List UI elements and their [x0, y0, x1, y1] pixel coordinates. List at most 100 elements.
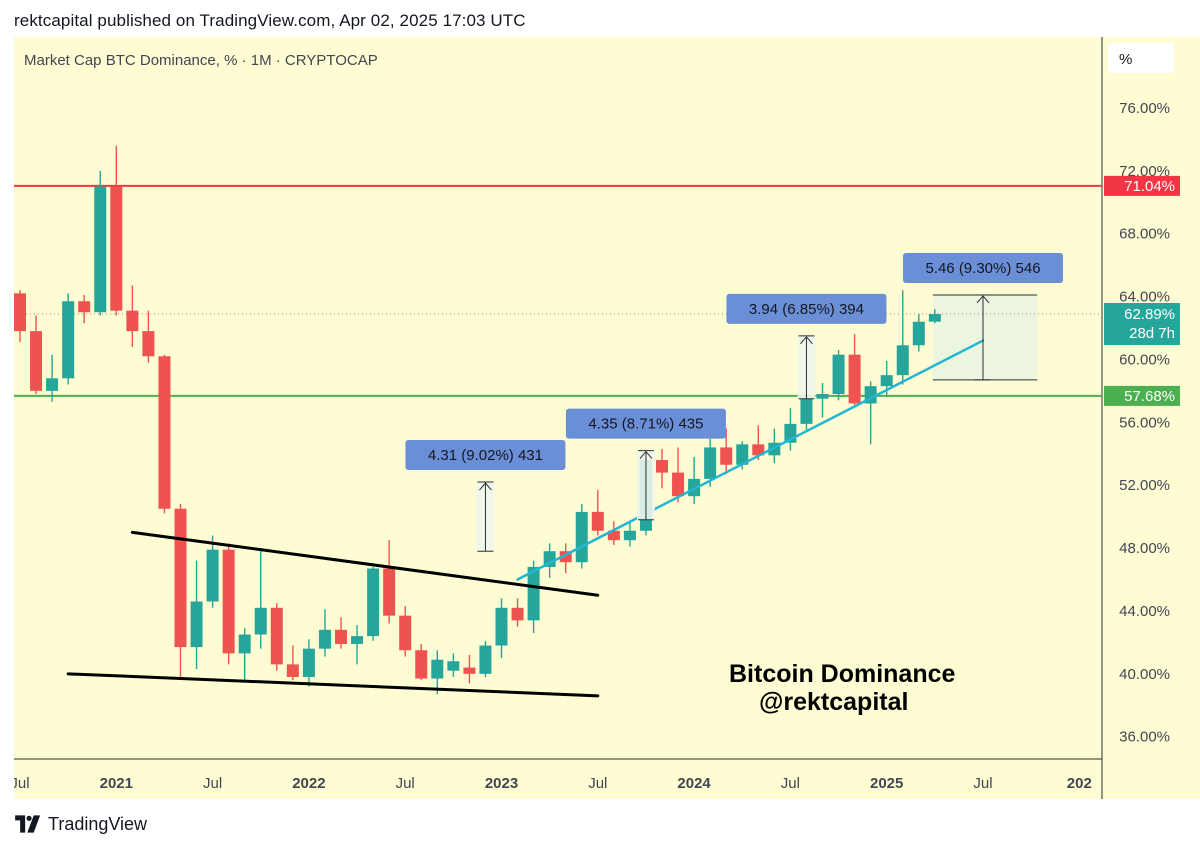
y-tick-label: 68.00% [1119, 226, 1170, 243]
x-tick-label: 2025 [870, 775, 903, 792]
tradingview-logo-icon [15, 815, 41, 833]
y-tick-label: 48.00% [1119, 540, 1170, 557]
candle-body [495, 607, 508, 646]
candle-body [591, 511, 604, 531]
x-tick-label: Jul [973, 775, 992, 792]
current-price-label-bg [1104, 302, 1180, 345]
measure-arrow-head [479, 482, 492, 491]
y-tick-label: 52.00% [1119, 477, 1170, 494]
chart-panel[interactable]: Market Cap BTC Dominance, % · 1M · CRYPT… [14, 37, 1200, 799]
candle-body [383, 568, 396, 616]
candle-body [800, 398, 813, 424]
candle-body [270, 607, 283, 665]
candle-body [318, 629, 331, 649]
measure-arrow-head [976, 295, 990, 304]
candle-body [335, 629, 347, 644]
candle-body [415, 650, 428, 679]
candle-body [238, 634, 251, 654]
candle-body [704, 447, 717, 479]
candle-body [158, 356, 171, 509]
y-tick-label: 60.00% [1119, 351, 1170, 368]
candle-body [511, 607, 524, 621]
x-tick-label: 2021 [100, 775, 133, 792]
level-label-bg [1104, 175, 1180, 196]
chart-title: Market Cap BTC Dominance, % · 1M · CRYPT… [24, 52, 378, 69]
candle-body [656, 460, 668, 473]
projection-zone [932, 294, 1038, 380]
wedge-upper-trendline [130, 530, 600, 597]
measure-label: 3.94 (6.85%) 394 [749, 301, 864, 318]
x-tick-label: Jul [781, 775, 800, 792]
candle-body [463, 667, 476, 674]
candle-body [928, 313, 941, 322]
measure-label: 4.35 (8.71%) 435 [588, 416, 703, 433]
candle-body [896, 345, 909, 376]
ascending-support-trendline [516, 339, 985, 581]
candle-body [575, 511, 588, 563]
candle-body [527, 566, 540, 621]
current-price-label: 62.89% [1124, 306, 1175, 323]
candle-body [623, 530, 636, 541]
candle-body [736, 444, 749, 465]
measure-label: 4.31 (9.02%) 431 [428, 447, 543, 464]
candle-body [190, 601, 203, 648]
candle-body [399, 615, 412, 651]
y-tick-label: 72.00% [1119, 163, 1170, 180]
x-tick-label: 2024 [677, 775, 711, 792]
candle-body [302, 648, 315, 677]
candle-countdown-label: 28d 7h [1129, 325, 1175, 342]
x-tick-label: 2023 [485, 775, 518, 792]
candle-body [126, 310, 139, 332]
measure-arrow-head [639, 450, 653, 459]
candle-body [431, 659, 444, 679]
x-tick-label: Jul [203, 775, 222, 792]
candle-body [816, 394, 829, 399]
candle-body [286, 664, 299, 677]
level-label-bg [1104, 385, 1180, 406]
candle-body [62, 301, 75, 379]
watermark-title: Bitcoin Dominance [729, 660, 956, 688]
candle-body [142, 331, 155, 357]
tradingview-footer[interactable]: TradingView [14, 810, 147, 838]
candle-body [559, 551, 572, 563]
y-tick-label: 76.00% [1119, 100, 1170, 117]
candle-body [78, 301, 91, 313]
y-tick-label: 56.00% [1119, 414, 1170, 431]
measure-label-bg [726, 293, 887, 324]
level-label: 71.04% [1124, 178, 1175, 195]
candle-body [206, 549, 219, 602]
candle-body [110, 186, 123, 311]
measure-label-bg [405, 440, 566, 471]
unit-box [1108, 43, 1174, 73]
candle-body [479, 645, 492, 674]
candle-body [447, 661, 460, 671]
y-tick-label: 40.00% [1119, 666, 1170, 683]
candle-body [752, 444, 765, 456]
candle-body [848, 354, 861, 404]
measure-arrow-head [800, 336, 813, 345]
candle-body [543, 551, 556, 567]
unit-label: % [1119, 51, 1132, 68]
y-tick-label: 44.00% [1119, 603, 1170, 620]
candle-body [351, 636, 364, 644]
level-label: 57.68% [1124, 388, 1175, 405]
published-by-header: rektcapital published on TradingView.com… [14, 11, 526, 30]
x-tick-label: Jul [14, 775, 30, 792]
candle-body [222, 549, 235, 654]
candle-body [880, 375, 893, 387]
x-tick-label: Jul [588, 775, 607, 792]
watermark-handle: @rektcapital [759, 688, 908, 716]
y-tick-label: 64.00% [1119, 289, 1170, 306]
y-tick-label: 36.00% [1119, 729, 1170, 746]
measure-label-bg [903, 252, 1063, 283]
candle-body [367, 568, 380, 637]
candle-body [607, 530, 620, 541]
candle-body [94, 186, 107, 313]
candle-body [912, 321, 925, 346]
btc-dominance-chart[interactable]: Market Cap BTC Dominance, % · 1M · CRYPT… [14, 37, 1200, 799]
measure-label-bg [565, 408, 726, 439]
wedge-lower-trendline [66, 672, 600, 698]
candle-body [254, 607, 267, 635]
tradingview-brand-label: TradingView [48, 813, 148, 834]
candle-body [672, 472, 685, 497]
